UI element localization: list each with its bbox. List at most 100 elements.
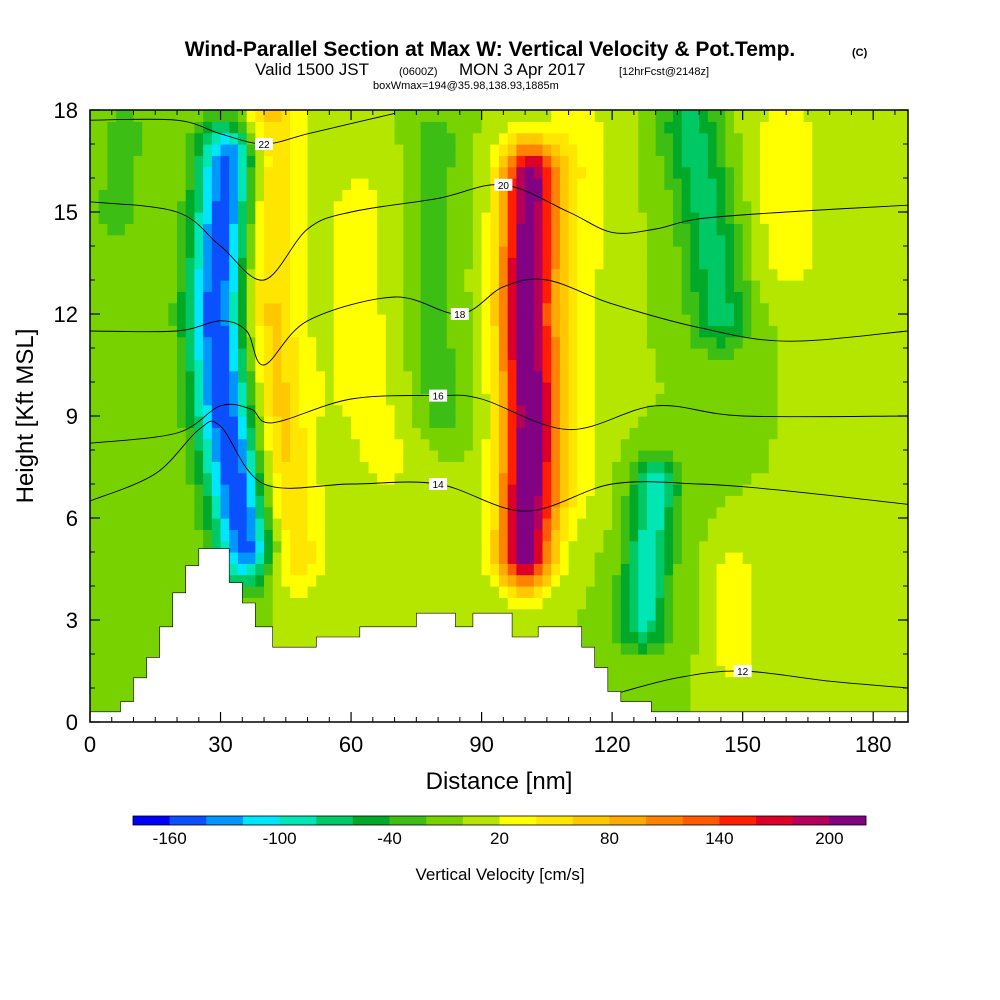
heat-cell xyxy=(203,155,213,168)
heat-cell xyxy=(742,189,752,202)
heat-cell xyxy=(681,518,692,530)
heat-cell xyxy=(638,280,648,292)
heat-cell xyxy=(481,234,491,247)
heat-cell xyxy=(116,676,126,689)
heat-cell xyxy=(751,529,761,542)
heat-cell xyxy=(829,246,839,258)
heat-cell xyxy=(533,495,544,508)
heat-cell xyxy=(629,155,639,168)
heat-cell xyxy=(638,495,648,508)
heat-cell xyxy=(612,665,622,678)
heat-cell xyxy=(142,166,152,179)
heat-cell xyxy=(629,688,639,700)
heat-cell xyxy=(472,302,483,315)
heat-cell xyxy=(264,280,274,292)
heat-cell xyxy=(533,166,544,179)
heat-cell xyxy=(699,642,709,655)
heat-cell xyxy=(507,450,517,462)
heat-cell xyxy=(881,495,892,508)
heat-cell xyxy=(820,506,831,519)
heat-cell xyxy=(838,359,848,372)
heat-cell xyxy=(203,302,213,315)
heat-cell xyxy=(586,302,596,315)
heat-cell xyxy=(168,200,178,213)
heat-cell xyxy=(751,155,761,168)
heat-cell xyxy=(794,268,805,281)
heat-cell xyxy=(733,540,744,553)
heat-cell xyxy=(742,654,752,666)
heat-cell xyxy=(829,200,839,213)
heat-cell xyxy=(542,574,552,587)
heat-cell xyxy=(385,393,396,406)
heat-cell xyxy=(655,155,665,168)
heat-cell xyxy=(568,132,578,145)
heat-cell xyxy=(577,472,587,485)
heat-cell xyxy=(429,200,439,213)
heat-cell xyxy=(716,189,726,202)
heat-cell xyxy=(568,461,578,474)
heat-cell xyxy=(707,393,718,406)
heat-cell xyxy=(429,540,439,553)
heat-cell xyxy=(873,484,883,496)
heat-cell xyxy=(681,314,692,326)
heat-cell xyxy=(673,438,683,451)
heat-cell xyxy=(177,314,187,326)
heat-cell xyxy=(725,676,735,689)
heat-cell xyxy=(855,642,866,655)
heat-cell xyxy=(559,450,570,462)
heat-cell xyxy=(324,336,335,349)
heat-cell xyxy=(150,212,161,224)
heat-cell xyxy=(481,223,491,236)
heat-cell xyxy=(429,370,439,383)
heat-cell xyxy=(116,178,126,190)
heat-cell xyxy=(316,574,326,587)
heat-cell xyxy=(820,212,831,224)
heat-cell xyxy=(307,166,317,179)
heat-cell xyxy=(707,166,718,179)
heat-cell xyxy=(481,257,491,270)
heat-cell xyxy=(333,325,343,338)
heat-cell xyxy=(673,166,683,179)
heat-cell xyxy=(655,438,665,451)
heat-cell xyxy=(168,336,178,349)
heat-cell xyxy=(464,574,474,587)
heat-cell xyxy=(707,348,718,360)
heat-cell xyxy=(298,620,309,632)
heat-cell xyxy=(655,472,665,485)
heat-cell xyxy=(298,404,309,417)
heat-cell xyxy=(481,348,491,360)
heat-cell xyxy=(394,450,404,462)
heat-cell xyxy=(481,540,491,553)
heat-cell xyxy=(316,495,326,508)
heat-cell xyxy=(760,257,770,270)
heat-cell xyxy=(281,438,291,451)
heat-cell xyxy=(890,223,900,236)
heat-cell xyxy=(455,529,465,542)
heat-cell xyxy=(203,518,213,530)
heat-cell xyxy=(472,200,483,213)
heat-cell xyxy=(655,121,665,134)
heat-cell xyxy=(864,518,874,530)
heat-cell xyxy=(707,132,718,145)
heat-cell xyxy=(185,348,196,360)
heat-cell xyxy=(820,563,831,576)
heat-cell xyxy=(768,234,779,247)
heat-cell xyxy=(777,314,787,326)
heat-cell xyxy=(803,450,813,462)
heat-cell xyxy=(385,359,396,372)
heat-cell xyxy=(194,144,204,156)
heat-cell xyxy=(725,121,735,134)
heat-cell xyxy=(873,382,883,394)
heat-cell xyxy=(351,574,361,587)
heat-cell xyxy=(359,608,370,621)
heat-cell xyxy=(133,461,143,474)
heat-cell xyxy=(342,416,352,428)
heat-cell xyxy=(812,552,822,564)
heat-cell xyxy=(264,416,274,428)
heat-cell xyxy=(142,608,152,621)
heat-cell xyxy=(464,484,474,496)
heat-cell xyxy=(116,631,126,644)
heat-cell xyxy=(812,132,822,145)
heat-cell xyxy=(559,620,570,632)
heat-cell xyxy=(446,234,457,247)
